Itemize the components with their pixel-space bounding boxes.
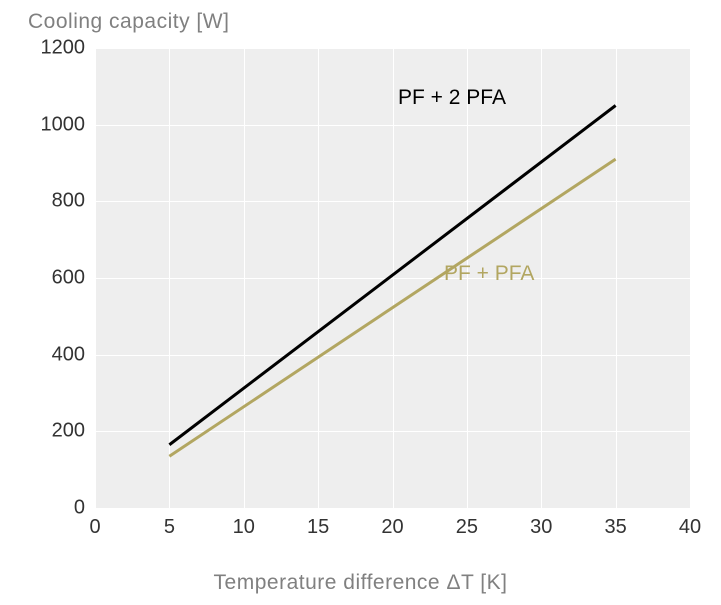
y-tick-label: 1200 <box>41 37 86 60</box>
plot-area: 0510152025303540020040060080010001200PF … <box>95 48 690 508</box>
y-tick-label: 200 <box>52 420 85 443</box>
y-tick-label: 600 <box>52 267 85 290</box>
series-line <box>169 106 615 445</box>
y-axis-title: Cooling capacity [W] <box>28 10 229 34</box>
x-tick-label: 30 <box>530 516 552 539</box>
y-tick-label: 0 <box>74 497 85 520</box>
series-line <box>169 159 615 456</box>
x-tick-label: 35 <box>605 516 627 539</box>
cooling-capacity-chart: Cooling capacity [W] 0510152025303540020… <box>0 0 721 605</box>
x-tick-label: 0 <box>89 516 100 539</box>
series-label: PF + 2 PFA <box>398 86 506 110</box>
x-tick-label: 20 <box>381 516 403 539</box>
chart-lines <box>95 48 690 508</box>
x-tick-label: 40 <box>679 516 701 539</box>
x-axis-title: Temperature difference ΔT [K] <box>0 571 721 595</box>
x-tick-label: 15 <box>307 516 329 539</box>
x-tick-label: 5 <box>164 516 175 539</box>
y-tick-label: 800 <box>52 190 85 213</box>
gridline-horizontal <box>95 508 690 509</box>
series-label: PF + PFA <box>444 262 534 286</box>
x-tick-label: 10 <box>233 516 255 539</box>
gridline-vertical <box>690 48 691 508</box>
x-tick-label: 25 <box>456 516 478 539</box>
y-tick-label: 400 <box>52 343 85 366</box>
y-tick-label: 1000 <box>41 113 86 136</box>
